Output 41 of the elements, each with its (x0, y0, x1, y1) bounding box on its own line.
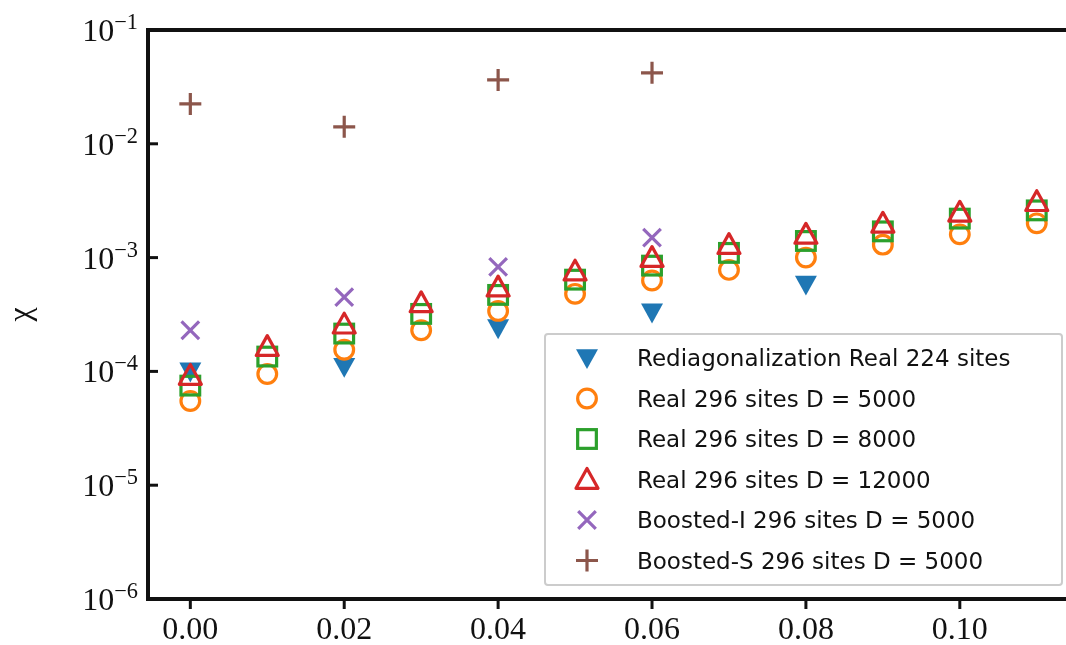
point (639, 245, 665, 268)
point (870, 210, 896, 234)
x-tick-label: 0.06 (624, 610, 681, 645)
x-tick-label: 0.02 (316, 610, 373, 645)
y-tick-label: 10$^{−5}$ (82, 463, 138, 504)
point (408, 290, 434, 314)
point (562, 258, 588, 282)
y-tick-label: 10$^{−6}$ (82, 577, 138, 617)
point (716, 232, 742, 256)
legend-label: Real 296 sites D = 5000 (637, 385, 917, 412)
x-tick-label: 0.10 (931, 610, 988, 645)
point (794, 275, 817, 296)
point (333, 115, 356, 138)
y-axis-title: χ (1, 306, 37, 323)
point (793, 221, 819, 245)
legend-label: Real 296 sites D = 12000 (637, 466, 931, 493)
y-tick-label: 10$^{−1}$ (82, 8, 138, 48)
legend-label: Rediagonalization Real 224 sites (637, 345, 1011, 371)
point (641, 227, 663, 248)
point (179, 319, 201, 341)
point (947, 199, 973, 223)
x-tick-label: 0.00 (162, 610, 219, 645)
x-tick-label: 0.04 (470, 610, 527, 645)
point (641, 303, 664, 324)
point (487, 256, 509, 278)
point (641, 61, 664, 84)
point (254, 334, 280, 358)
x-tick-label: 0.08 (777, 610, 834, 645)
point (485, 274, 511, 298)
legend-label: Boosted-S 296 sites D = 5000 (637, 547, 984, 574)
legend-label: Boosted-I 296 sites D = 5000 (637, 507, 976, 533)
point (179, 92, 202, 115)
point (487, 68, 510, 91)
y-tick-label: 10$^{−4}$ (82, 349, 138, 390)
y-tick-label: 10$^{−3}$ (82, 236, 138, 276)
y-tick-label: 10$^{−2}$ (82, 122, 138, 162)
point (331, 311, 357, 335)
point (871, 233, 894, 256)
point (1024, 189, 1050, 213)
point (333, 286, 355, 308)
legend-label: Real 296 sites D = 8000 (637, 426, 917, 452)
